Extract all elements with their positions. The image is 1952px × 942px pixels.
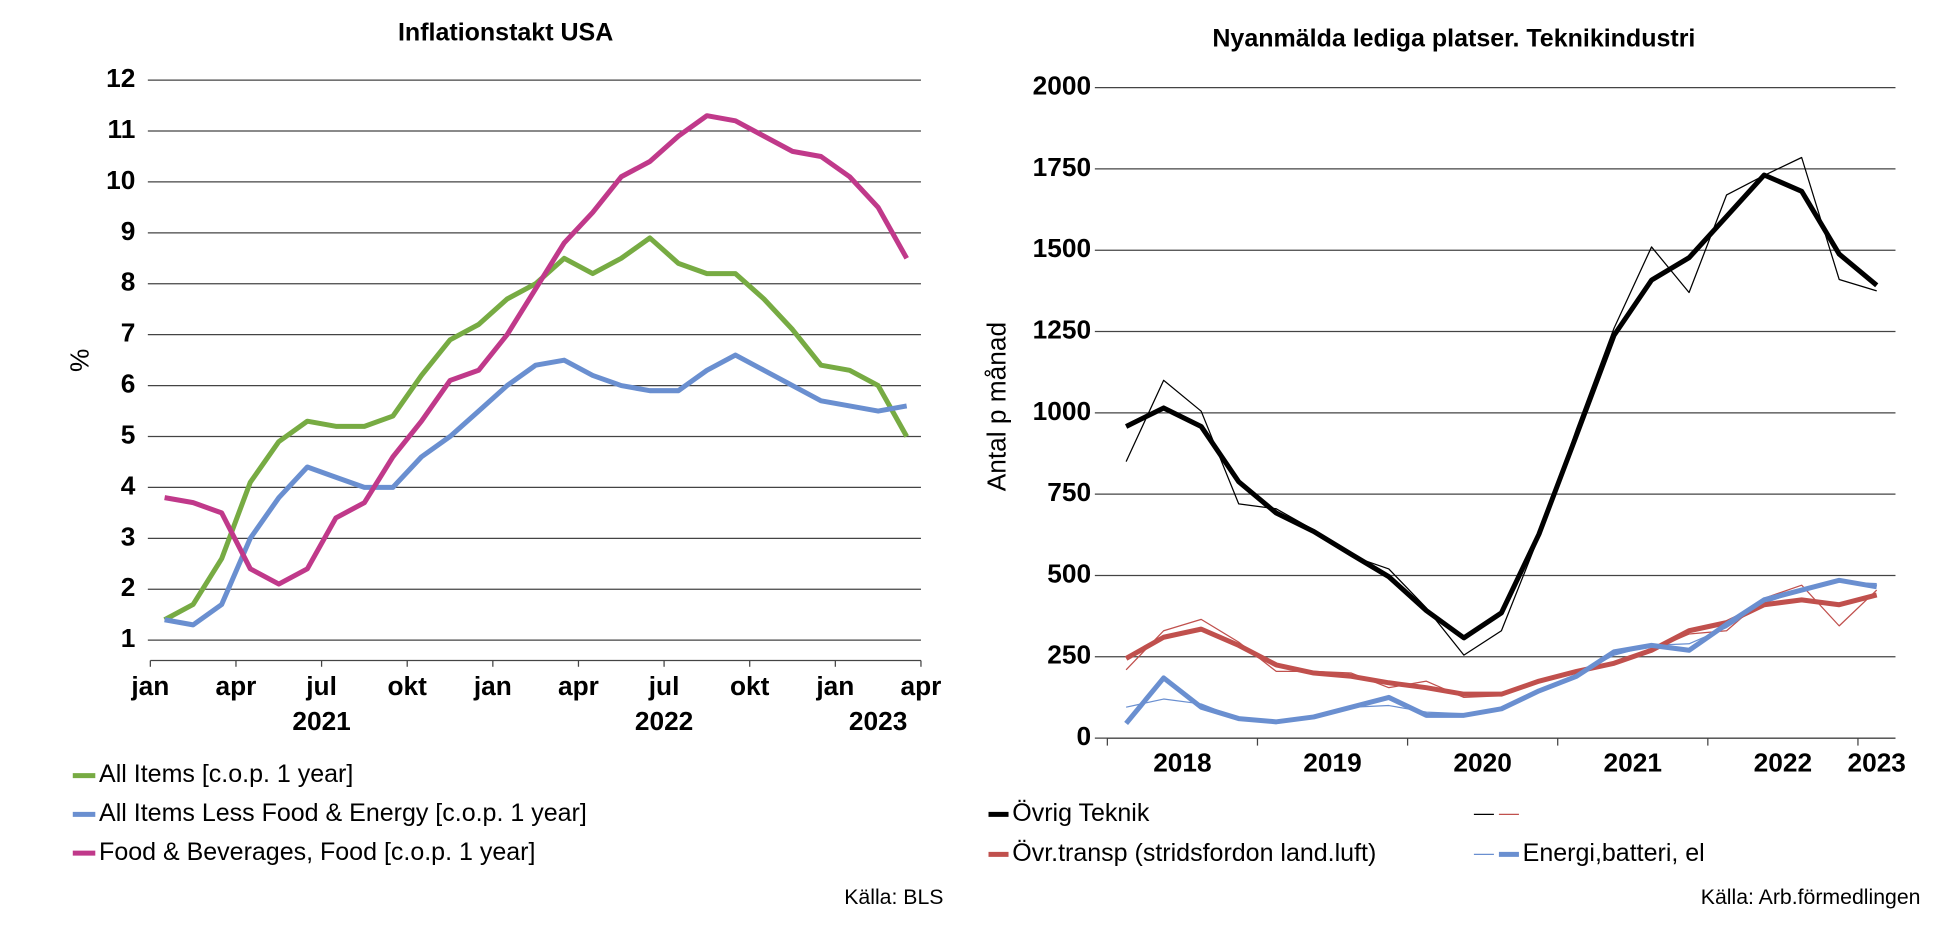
- x-tick-label: jan: [130, 671, 169, 701]
- x-tick-label: apr: [901, 671, 942, 701]
- source: Källa: BLS: [844, 885, 943, 909]
- x-tick-label: apr: [216, 671, 257, 701]
- x-tick-label: 2019: [1303, 747, 1361, 777]
- y-tick-label: 1000: [1033, 396, 1091, 426]
- line-series: [1125, 172, 1879, 641]
- x-year-label: 2021: [292, 706, 350, 736]
- y-tick-label: 2: [121, 572, 136, 602]
- y-tick-label: 9: [121, 216, 136, 246]
- chart-title: Inflationstakt USA: [398, 18, 613, 46]
- y-tick-label: 1250: [1033, 314, 1091, 344]
- y-tick-label: 3: [121, 521, 136, 551]
- x-year-label: 2023: [849, 706, 907, 736]
- line-series: [163, 235, 909, 622]
- x-tick-label: jul: [648, 671, 680, 701]
- line-series: [1124, 577, 1878, 726]
- y-axis-label: %: [64, 349, 94, 372]
- y-tick-label: 500: [1047, 558, 1091, 588]
- legend-label: Energi,batteri, el: [1523, 839, 1705, 867]
- x-tick-label: 2023: [1847, 747, 1905, 777]
- legend-label: Övrig Teknik: [1012, 799, 1150, 827]
- y-tick-label: 4: [121, 470, 136, 500]
- line-series: [164, 113, 909, 587]
- source: Källa: Arb.förmedlingen: [1701, 885, 1921, 909]
- y-tick-label: 1: [121, 623, 136, 653]
- y-tick-label: 2000: [1033, 71, 1091, 101]
- y-tick-label: 7: [121, 318, 136, 348]
- x-tick-label: 2018: [1153, 747, 1211, 777]
- legend-label: All Items [c.o.p. 1 year]: [99, 760, 353, 788]
- x-tick-label: jan: [815, 671, 854, 701]
- x-tick-label: okt: [730, 671, 770, 701]
- y-tick-label: 1500: [1033, 233, 1091, 263]
- y-tick-label: 12: [106, 63, 135, 93]
- legend-label: All Items Less Food & Energy [c.o.p. 1 y…: [99, 799, 587, 827]
- y-tick-label: 6: [121, 369, 136, 399]
- legend-label: Övr.transp (stridsfordon land.luft): [1012, 839, 1376, 867]
- line-series: [1125, 156, 1877, 656]
- y-tick-label: 11: [108, 114, 136, 144]
- x-tick-label: jul: [305, 671, 337, 701]
- x-tick-label: okt: [388, 671, 428, 701]
- x-year-label: 2022: [635, 706, 693, 736]
- x-tick-label: 2021: [1604, 747, 1662, 777]
- y-tick-label: 0: [1076, 721, 1091, 751]
- y-axis-label: Antal p månad: [981, 322, 1011, 491]
- x-tick-label: 2022: [1754, 747, 1812, 777]
- y-tick-label: 750: [1047, 477, 1091, 507]
- legend-label: Food & Beverages, Food [c.o.p. 1 year]: [99, 838, 535, 866]
- x-tick-label: 2020: [1453, 747, 1511, 777]
- y-tick-label: 5: [121, 419, 136, 449]
- line-series: [164, 352, 908, 628]
- x-tick-label: apr: [558, 671, 599, 701]
- y-tick-label: 8: [121, 267, 136, 297]
- y-tick-label: 250: [1047, 640, 1091, 670]
- x-tick-label: jan: [473, 671, 512, 701]
- y-tick-label: 10: [106, 165, 135, 195]
- y-tick-label: 1750: [1033, 152, 1091, 182]
- chart-title: Nyanmälda lediga platser. Teknikindustri: [1212, 25, 1695, 53]
